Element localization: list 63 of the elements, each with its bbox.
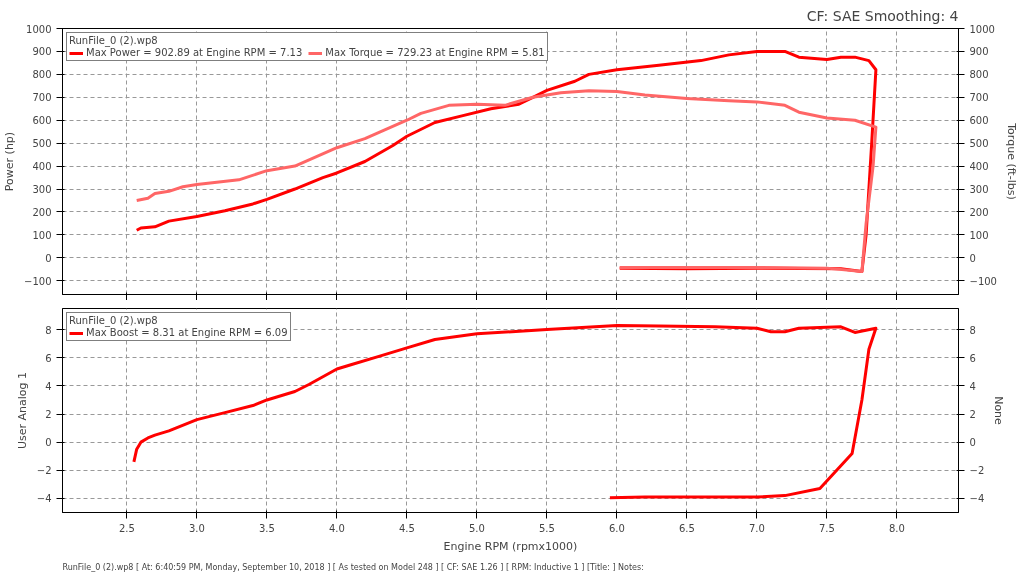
y-tick-label: −100 — [24, 275, 52, 287]
y-tick-label: 2 — [45, 409, 52, 421]
y2-tick-label: −100 — [969, 275, 997, 287]
y-tick-label: 400 — [32, 161, 52, 173]
y2-axis-title: Torque (ft-lbs) — [1004, 122, 1018, 200]
y-axis-title: User Analog 1 — [15, 371, 29, 450]
y2-axis-title: None — [992, 396, 1006, 426]
x-tick-label: 5.5 — [538, 522, 555, 534]
legend-label: Max Power = 902.89 at Engine RPM = 7.13 — [86, 47, 303, 58]
line-series — [135, 89, 878, 274]
y-axis-title: Power (hp) — [3, 131, 17, 192]
y-tick-label: 600 — [32, 115, 52, 127]
y-tick-label: 8 — [45, 324, 52, 336]
y-tick-label: 0 — [45, 437, 52, 449]
y2-tick-label: −2 — [969, 465, 985, 477]
y2-tick-label: −4 — [969, 493, 985, 505]
text: RunFile_0 (2).wp8 [ At: 6:40:59 PM, Monday, September 10, 2018 ] [ As tested on Model 248 ] [ CF: SAE 1.26 ] [ RPM: Inductive 1 ] [Title: ] Notes: — [62, 562, 644, 572]
y2-tick-label: 8 — [969, 324, 976, 336]
y2-tick-label: 100 — [969, 229, 989, 241]
chart-subtitle: CF: SAE Smoothing: 4 — [806, 7, 959, 24]
legend-title: RunFile_0 (2).wp8 — [69, 315, 159, 326]
y2-tick-label: 4 — [969, 380, 976, 392]
x-tick-label: 7.0 — [748, 522, 765, 534]
y2-tick-label: 500 — [969, 138, 989, 150]
x-tick-label: 6.5 — [678, 522, 695, 534]
y2-tick-label: 1000 — [969, 23, 995, 35]
y-tick-label: −4 — [36, 493, 52, 505]
y-tick-label: 200 — [32, 206, 52, 218]
x-tick-label: 3.0 — [188, 522, 205, 534]
y2-tick-label: 800 — [969, 69, 989, 81]
x-tick-label: 8.0 — [888, 522, 905, 534]
y2-tick-label: 400 — [969, 161, 989, 173]
y-tick-label: 300 — [32, 184, 52, 196]
y2-tick-label: 900 — [969, 46, 989, 58]
y2-tick-label: 200 — [969, 206, 989, 218]
x-tick-label: 5.0 — [468, 522, 485, 534]
legend-label: Max Boost = 8.31 at Engine RPM = 6.09 — [86, 327, 288, 338]
legend-title: RunFile_0 (2).wp8 — [69, 35, 159, 46]
y-tick-label: 700 — [32, 92, 52, 104]
y2-tick-label: 6 — [969, 352, 976, 364]
y2-tick-label: 0 — [969, 252, 976, 264]
y2-tick-label: 0 — [969, 437, 976, 449]
y2-tick-label: 600 — [969, 115, 989, 127]
x-axis-title: Engine RPM (rpmx1000) — [443, 539, 578, 553]
y-tick-label: −2 — [36, 465, 52, 477]
y2-tick-label: 700 — [969, 92, 989, 104]
y-tick-label: 1000 — [26, 23, 52, 35]
y-tick-label: 6 — [45, 352, 52, 364]
x-tick-label: 3.5 — [258, 522, 275, 534]
y-tick-label: 0 — [45, 252, 52, 264]
x-tick-label: 2.5 — [118, 522, 135, 534]
y2-tick-label: 2 — [969, 409, 976, 421]
x-tick-label: 4.5 — [398, 522, 415, 534]
legend-label: Max Torque = 729.23 at Engine RPM = 5.81 — [325, 47, 545, 58]
y-tick-label: 500 — [32, 138, 52, 150]
x-tick-label: 7.5 — [818, 522, 835, 534]
y-tick-label: 900 — [32, 46, 52, 58]
x-tick-label: 4.0 — [328, 522, 345, 534]
y-tick-label: 4 — [45, 380, 52, 392]
y-tick-label: 800 — [32, 69, 52, 81]
y-tick-label: 100 — [32, 229, 52, 241]
x-tick-label: 6.0 — [608, 522, 625, 534]
y2-tick-label: 300 — [969, 184, 989, 196]
